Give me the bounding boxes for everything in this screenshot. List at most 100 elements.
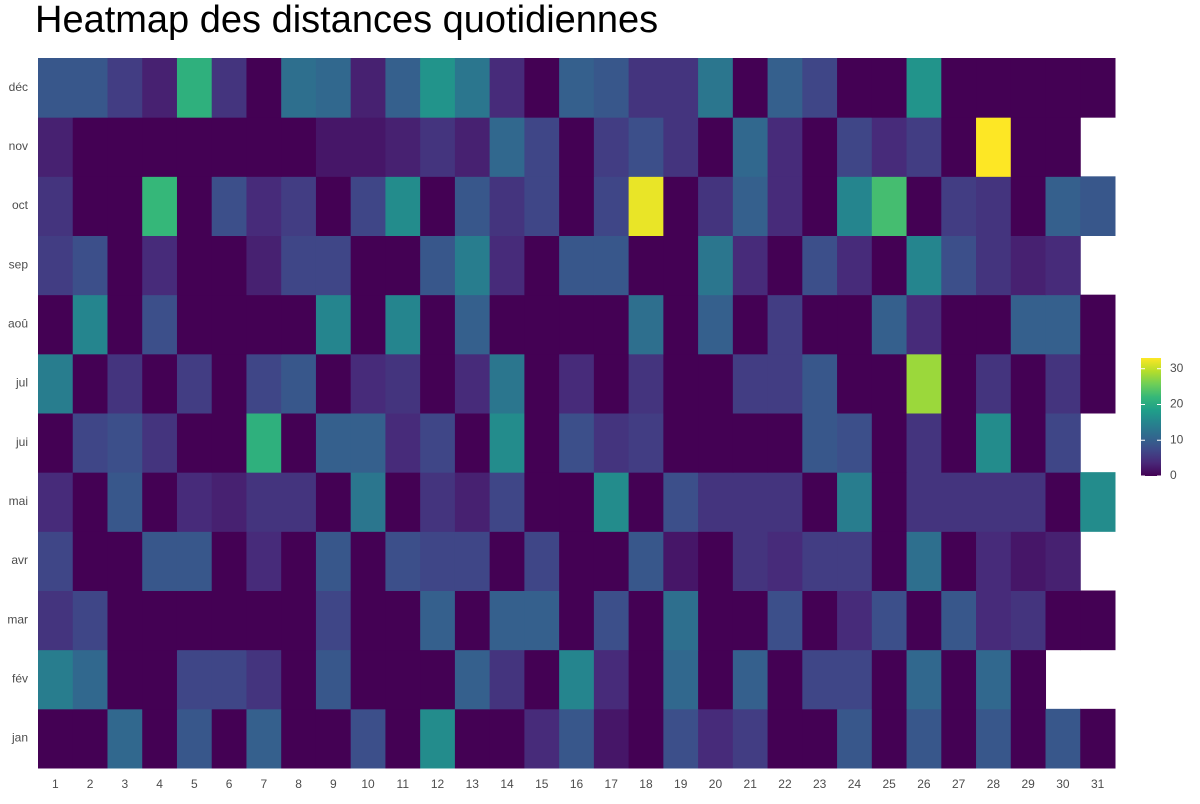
heatmap-cell — [454, 413, 491, 473]
heatmap-cell — [142, 353, 178, 414]
heatmap-cell — [72, 472, 108, 532]
heatmap-cell — [246, 176, 282, 236]
y-tick-label: jui — [15, 435, 28, 449]
heatmap-cell — [976, 353, 1012, 414]
heatmap-cell — [559, 590, 595, 651]
heatmap-cell — [107, 590, 143, 651]
heatmap-cell — [350, 708, 386, 769]
heatmap-cell — [420, 176, 456, 236]
heatmap-cell — [663, 353, 699, 414]
heatmap-cell — [837, 649, 873, 710]
heatmap-cell — [107, 353, 143, 414]
heatmap-cell — [1045, 413, 1081, 473]
heatmap-cell — [1010, 590, 1047, 651]
heatmap-cell — [767, 472, 803, 532]
heatmap-cell — [315, 413, 352, 473]
heatmap-cell — [107, 649, 143, 710]
heatmap-cell — [246, 353, 282, 414]
heatmap-cell — [698, 649, 734, 710]
heatmap-cell — [871, 531, 908, 591]
x-tick-label: 18 — [639, 777, 653, 791]
heatmap-cell — [593, 117, 630, 177]
x-tick-label: 30 — [1056, 777, 1070, 791]
heatmap-cell — [628, 235, 664, 296]
heatmap-cell — [628, 117, 664, 177]
heatmap-cell — [176, 176, 213, 236]
heatmap-cell — [107, 472, 143, 532]
heatmap-cell — [802, 708, 838, 769]
heatmap-cell — [246, 531, 282, 591]
heatmap-cell — [663, 649, 699, 710]
x-tick-label: 21 — [744, 777, 758, 791]
colorbar-tick-label: 10 — [1170, 432, 1184, 446]
heatmap-cell — [281, 472, 317, 532]
heatmap-cell — [489, 58, 525, 118]
heatmap-cell — [142, 117, 178, 177]
heatmap-cell — [628, 413, 664, 473]
heatmap-cell — [524, 294, 560, 355]
heatmap-cell — [315, 531, 352, 591]
heatmap-cell — [385, 176, 421, 236]
heatmap-cell — [732, 649, 769, 710]
y-tick-label: jan — [11, 731, 28, 745]
heatmap-cell — [663, 413, 699, 473]
heatmap-cell — [732, 353, 769, 414]
heatmap-cell — [1080, 590, 1116, 651]
heatmap-cell — [837, 708, 873, 769]
heatmap-cell — [72, 176, 108, 236]
heatmap-cell — [871, 176, 908, 236]
heatmap-cell — [142, 590, 178, 651]
heatmap-cell — [837, 176, 873, 236]
heatmap-cell — [72, 531, 108, 591]
heatmap-cell — [524, 58, 560, 118]
heatmap-cell — [176, 235, 213, 296]
heatmap-cell — [176, 353, 213, 414]
heatmap-cell — [871, 294, 908, 355]
heatmap-cell — [663, 590, 699, 651]
heatmap-cell — [38, 472, 74, 532]
heatmap-cell — [976, 117, 1012, 177]
x-tick-label: 2 — [87, 777, 94, 791]
heatmap-cell — [732, 413, 769, 473]
heatmap-cell — [698, 294, 734, 355]
heatmap-cell — [663, 708, 699, 769]
heatmap-cell — [941, 117, 977, 177]
heatmap-cell — [281, 590, 317, 651]
heatmap-cell — [976, 649, 1012, 710]
heatmap-cell — [871, 353, 908, 414]
heatmap-cell — [628, 649, 664, 710]
heatmap-cell — [489, 176, 525, 236]
x-tick-label: 26 — [917, 777, 931, 791]
heatmap-cell — [38, 413, 74, 473]
heatmap-cell — [350, 353, 386, 414]
heatmap-cell — [107, 117, 143, 177]
heatmap-cell — [871, 472, 908, 532]
heatmap-cell — [385, 117, 421, 177]
heatmap-cell — [524, 590, 560, 651]
heatmap-cell — [732, 117, 769, 177]
colorbar-tick-label: 30 — [1170, 361, 1184, 375]
heatmap-cell — [1010, 472, 1047, 532]
heatmap-cell — [628, 590, 664, 651]
heatmap-cell — [385, 235, 421, 296]
heatmap-cell — [281, 649, 317, 710]
heatmap-cell — [628, 58, 664, 118]
heatmap-cell — [38, 353, 74, 414]
heatmap-cell — [420, 413, 456, 473]
heatmap-cell — [802, 353, 838, 414]
heatmap-cell — [107, 708, 143, 769]
heatmap-cell — [767, 531, 803, 591]
heatmap-cell — [38, 58, 74, 118]
heatmap-cell — [559, 117, 595, 177]
heatmap-cell — [420, 708, 456, 769]
x-tick-label: 25 — [882, 777, 896, 791]
heatmap-cell — [107, 294, 143, 355]
heatmap-cell — [489, 353, 525, 414]
heatmap-cell — [350, 235, 386, 296]
heatmap-cell — [628, 708, 664, 769]
heatmap-cell — [315, 235, 352, 296]
x-tick-label: 9 — [330, 777, 337, 791]
heatmap-cell — [454, 708, 491, 769]
heatmap-cell — [593, 353, 630, 414]
heatmap-cell — [1010, 58, 1047, 118]
